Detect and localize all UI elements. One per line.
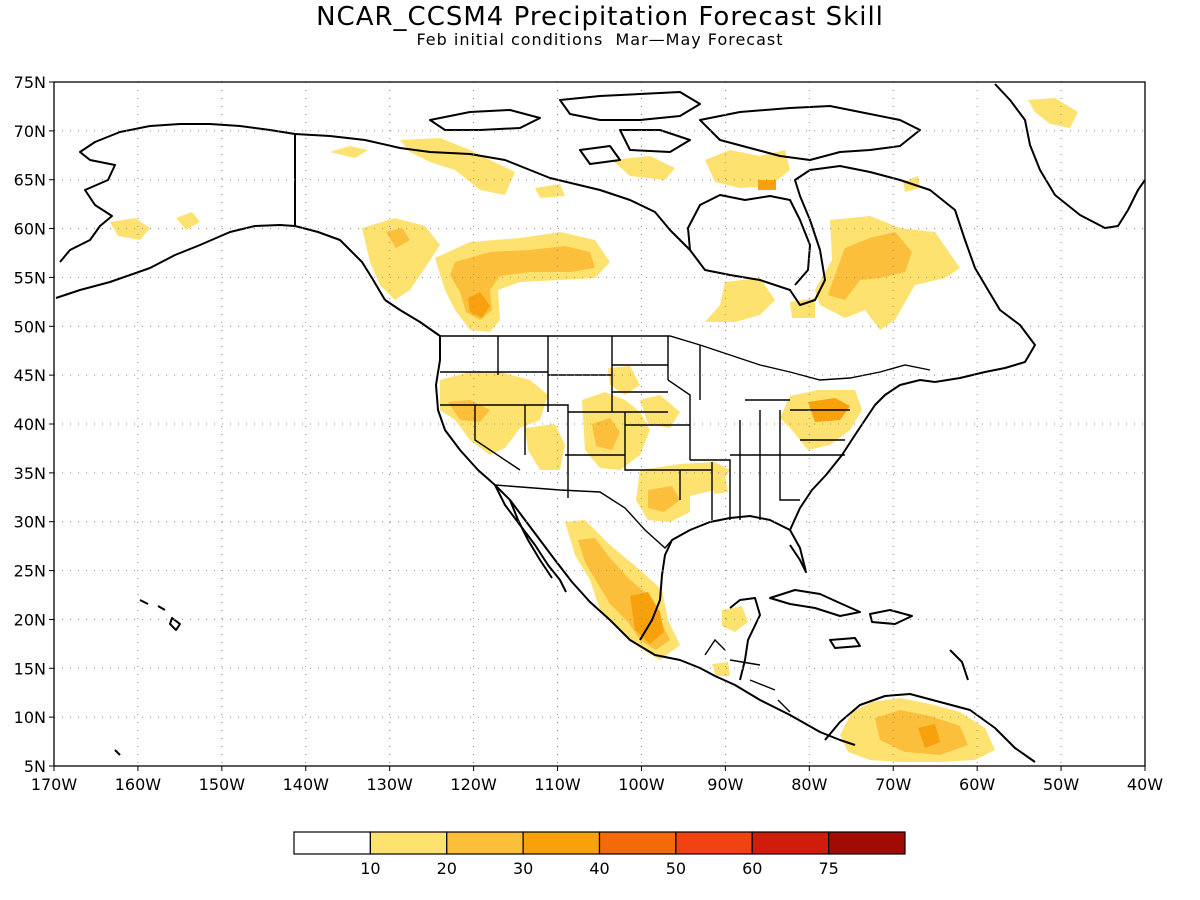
colorbar-label: 30 [513,859,533,878]
caribbean-islands [769,589,969,681]
colorbar-swatch [522,831,601,855]
lon-tick-label: 130W [367,775,414,794]
us-mexico-border [494,484,673,549]
island-dot [114,749,121,756]
colorbar-label: 50 [666,859,686,878]
skill-area [1028,98,1078,128]
skill-area [592,418,620,450]
colorbar-label: 10 [360,859,380,878]
lon-tick-label: 40W [1127,775,1163,794]
canada-north-coast [294,133,1036,383]
colorbar-swatch [598,831,677,855]
lat-tick-label: 70N [14,122,46,141]
lat-tick-label: 35N [14,464,46,483]
colorbar-label: 40 [589,859,609,878]
lat-tick-label: 25N [14,562,46,581]
skill-area [918,724,940,748]
skill-area [440,372,548,455]
skill-area [535,184,565,198]
lat-tick-label: 30N [14,513,46,532]
hawaii-islands [139,599,181,631]
lat-tick-label: 75N [14,73,46,92]
skill-area [176,212,200,230]
colorbar: 10 20 30 40 50 60 75 [293,831,906,878]
colorbar-swatch [369,831,448,855]
lon-tick-label: 70W [875,775,911,794]
skill-area [612,156,675,180]
skill-area [758,180,776,190]
skill-shading [110,98,1078,762]
skill-area [608,366,640,395]
skill-area [330,146,368,158]
coastlines [55,83,1145,763]
arctic-islands [429,91,921,165]
colorbar-label: 20 [437,859,457,878]
skill-area [110,218,150,240]
skill-area [362,218,440,300]
skill-area [828,232,912,300]
lon-tick-label: 110W [534,775,581,794]
skill-area [400,138,515,195]
colorbar-swatch [751,831,830,855]
greenland-coast [994,83,1145,229]
lon-tick-label: 170W [31,775,78,794]
colorbar-swatch [675,831,753,855]
baja-california [494,484,567,593]
political-borders [294,134,931,713]
south-america-coast [824,693,1036,763]
skill-area [630,592,664,644]
skill-area [386,228,410,248]
map-subtitle: Feb initial conditions Mar—May Forecast [416,30,784,49]
lat-tick-label: 50N [14,317,46,336]
lon-tick-label: 50W [1043,775,1079,794]
skill-area [525,424,565,470]
west-coast [384,299,856,746]
skill-area [705,278,775,322]
skill-area [705,150,790,188]
skill-area [712,474,728,494]
skill-area [712,662,730,676]
central-america-borders [704,638,791,713]
lon-tick-label: 120W [450,775,497,794]
colorbar-label: 60 [742,859,762,878]
lon-tick-label: 100W [618,775,665,794]
colorbar-swatch [293,831,371,855]
lon-tick-label: 60W [959,775,995,794]
lat-tick-label: 65N [14,171,46,190]
colorbar-label: 75 [818,859,838,878]
us-canada-border [440,335,931,381]
lat-tick-label: 40N [14,415,46,434]
lat-tick-label: 15N [14,659,46,678]
lon-tick-label: 140W [283,775,330,794]
lat-tick-label: 20N [14,610,46,629]
colorbar-swatch [446,831,524,855]
lat-tick-label: 60N [14,220,46,239]
lon-tick-label: 160W [115,775,162,794]
lon-tick-label: 90W [707,775,743,794]
state-borders [440,336,850,520]
lat-tick-label: 45N [14,366,46,385]
lat-tick-label: 10N [14,708,46,727]
lon-tick-label: 150W [199,775,246,794]
lat-tick-label: 5N [24,757,46,776]
skill-area [648,486,680,512]
map-title: NCAR_CCSM4 Precipitation Forecast Skill [316,2,884,32]
lat-tick-label: 55N [14,268,46,287]
longitude-labels: 170W 160W 150W 140W 130W 120W 110W 100W 90W 80W 70… [31,766,1163,794]
colorbar-swatch [828,831,906,855]
hudson-bay [687,194,811,286]
gulf-coast [639,379,936,681]
lon-tick-label: 80W [791,775,827,794]
latitude-labels: 5N 10N 15N 20N 25N 30N 35N 40N 45N 50N 55N 60N 65N 70… [14,73,54,776]
